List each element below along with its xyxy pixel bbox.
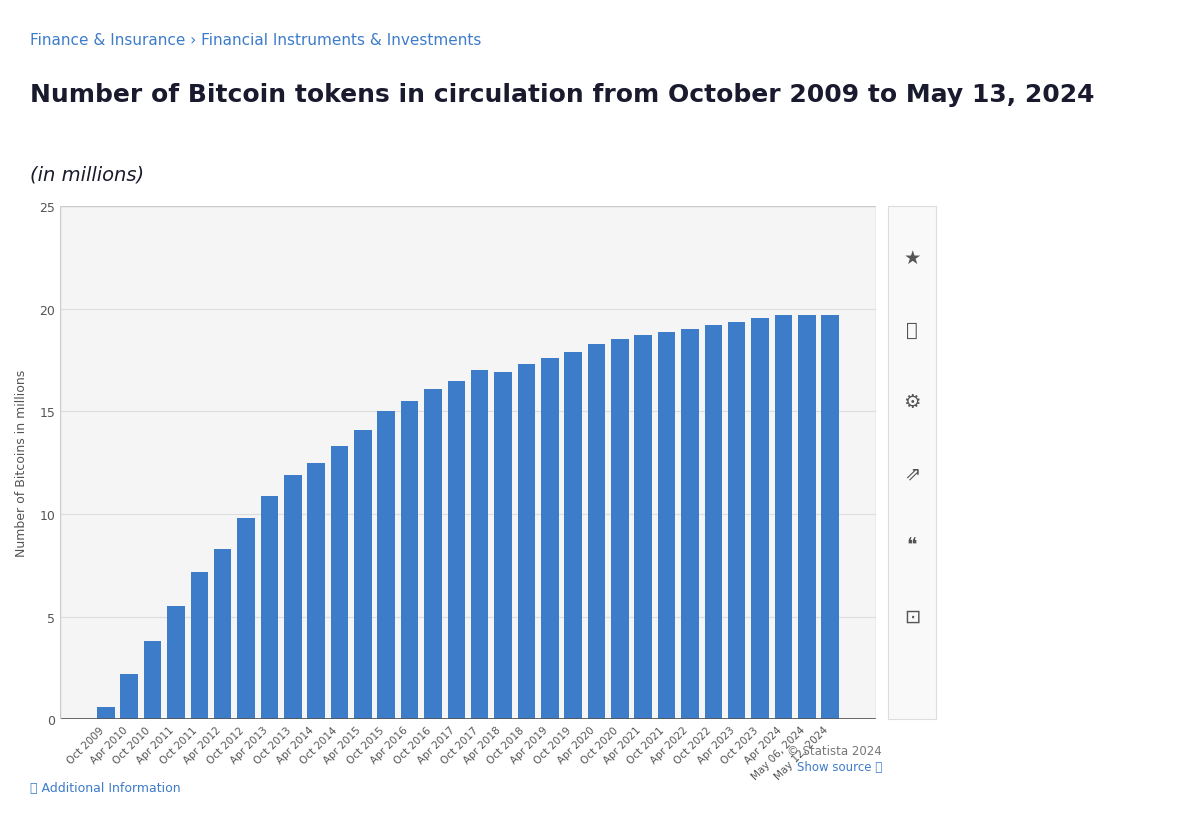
- Text: ⚙: ⚙: [904, 392, 920, 411]
- Text: Show source ⓘ: Show source ⓘ: [797, 760, 882, 773]
- Bar: [821, 315, 839, 719]
- Bar: [120, 674, 138, 719]
- Text: ★: ★: [904, 249, 920, 267]
- Bar: [588, 344, 605, 719]
- Text: ❝: ❝: [907, 536, 917, 555]
- Bar: [798, 315, 816, 719]
- Bar: [470, 370, 488, 719]
- Bar: [144, 642, 161, 719]
- Text: Finance & Insurance › Financial Instruments & Investments: Finance & Insurance › Financial Instrume…: [30, 33, 481, 48]
- Bar: [704, 326, 722, 719]
- Bar: [564, 352, 582, 719]
- Bar: [611, 340, 629, 719]
- Bar: [260, 496, 278, 719]
- Bar: [307, 463, 325, 719]
- Bar: [331, 447, 348, 719]
- Text: ⇗: ⇗: [904, 464, 920, 483]
- Bar: [284, 476, 301, 719]
- Bar: [448, 381, 466, 719]
- Text: 🔔: 🔔: [906, 320, 918, 339]
- Text: ⓘ Additional Information: ⓘ Additional Information: [30, 781, 181, 794]
- Bar: [775, 316, 792, 719]
- Text: (in millions): (in millions): [30, 165, 144, 184]
- Bar: [424, 390, 442, 719]
- Bar: [517, 365, 535, 719]
- Bar: [167, 607, 185, 719]
- Bar: [191, 571, 208, 719]
- Text: © Statista 2024: © Statista 2024: [787, 743, 882, 757]
- Bar: [751, 318, 769, 719]
- Bar: [541, 359, 558, 719]
- Y-axis label: Number of Bitcoins in millions: Number of Bitcoins in millions: [16, 370, 28, 557]
- Bar: [494, 373, 512, 719]
- Bar: [214, 549, 232, 719]
- Bar: [728, 323, 745, 719]
- Bar: [401, 402, 419, 719]
- Bar: [97, 707, 115, 719]
- Bar: [635, 336, 652, 719]
- Bar: [354, 430, 372, 719]
- Text: Number of Bitcoin tokens in circulation from October 2009 to May 13, 2024: Number of Bitcoin tokens in circulation …: [30, 83, 1094, 107]
- Bar: [238, 519, 254, 719]
- Bar: [682, 330, 698, 719]
- Bar: [378, 412, 395, 719]
- Bar: [658, 333, 676, 719]
- Text: ⊡: ⊡: [904, 608, 920, 626]
